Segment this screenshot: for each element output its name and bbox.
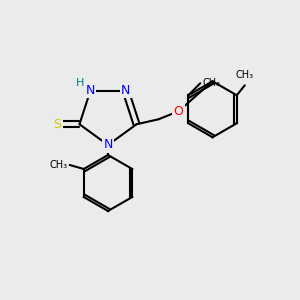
Text: N: N — [103, 139, 113, 152]
Text: O: O — [174, 105, 184, 118]
Text: S: S — [53, 118, 62, 131]
Text: CH₃: CH₃ — [50, 160, 68, 170]
Text: N: N — [86, 84, 95, 97]
Text: N: N — [121, 84, 130, 97]
Text: CH₃: CH₃ — [236, 70, 254, 80]
Text: CH₃: CH₃ — [202, 78, 220, 88]
Text: H: H — [76, 78, 85, 88]
